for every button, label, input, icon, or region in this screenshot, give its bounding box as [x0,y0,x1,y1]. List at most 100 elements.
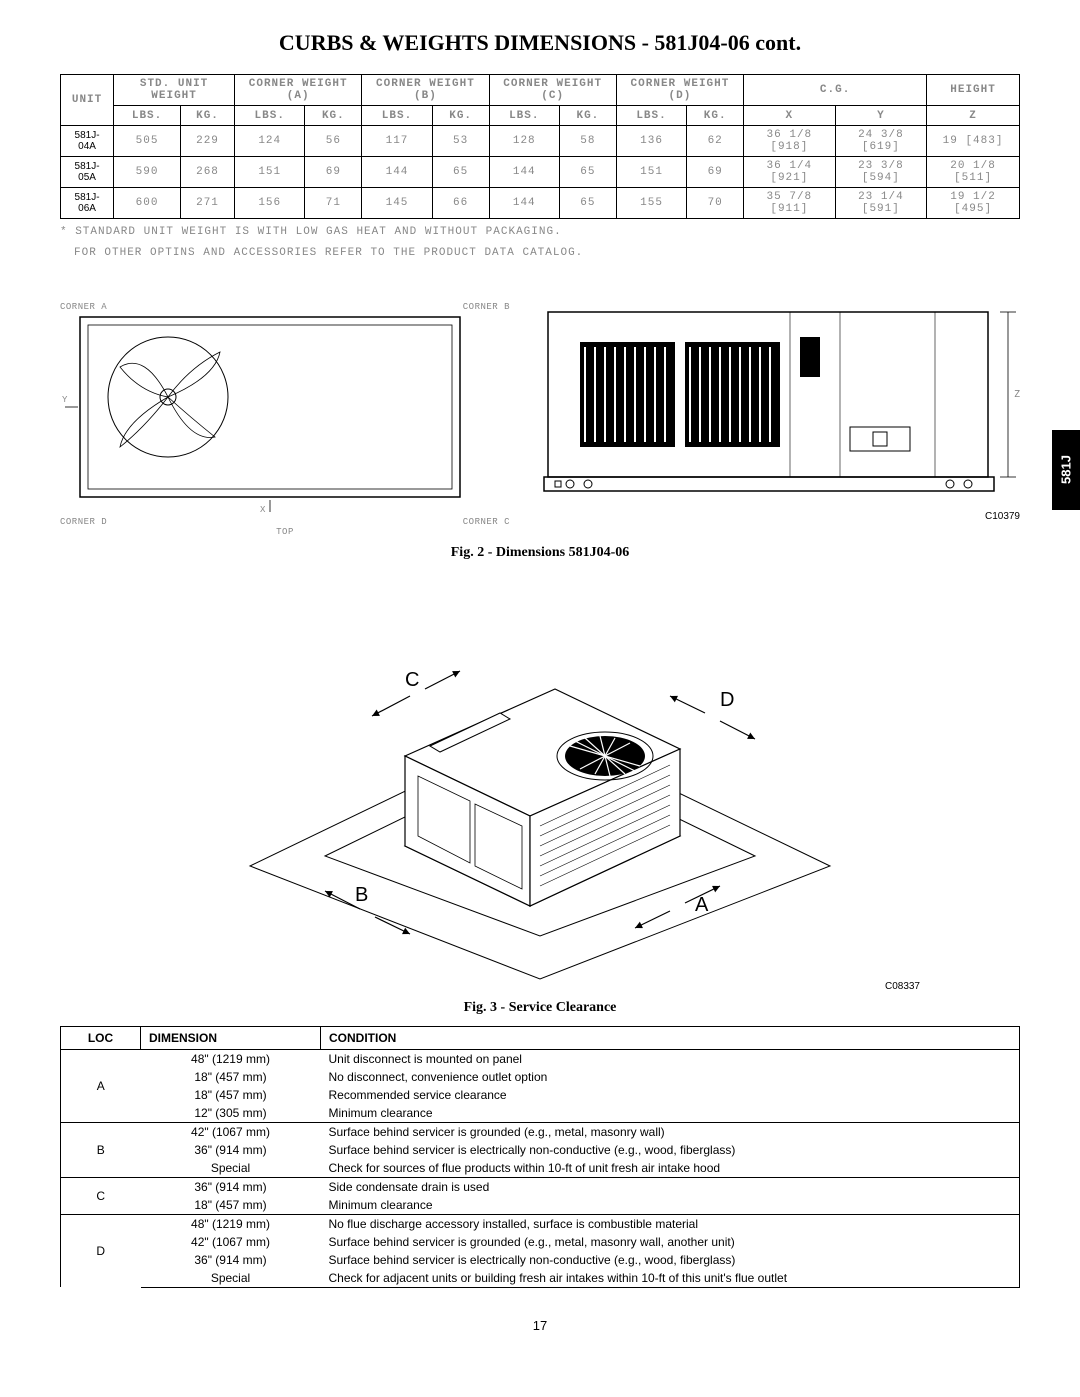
cell: 69 [687,157,744,188]
cond-cell: Surface behind servicer is grounded (e.g… [321,1233,1020,1251]
cell: 58 [559,126,616,157]
cell: 155 [616,188,686,219]
cell: 151 [235,157,305,188]
hdr-kg: KG. [687,106,744,126]
fig2-top-view: CORNER A CORNER B X Y CORNER D CORNER [60,302,510,537]
hdr-cond: CONDITION [321,1026,1020,1049]
hdr-loc: LOC [61,1026,141,1049]
page-number: 17 [60,1318,1020,1333]
iso-d-label: D [720,689,734,711]
cell: 65 [559,157,616,188]
cell: 268 [181,157,235,188]
cell: 590 [114,157,181,188]
cell: 70 [687,188,744,219]
unit-cell: 581J-04A [61,126,114,157]
corner-a-label: CORNER A [60,302,107,312]
cell: 505 [114,126,181,157]
cell: 71 [305,188,362,219]
iso-svg: C D B A [160,581,920,981]
cell: 20 1/8 [511] [927,157,1020,188]
cell: 24 3/8 [619] [835,126,927,157]
cell: 35 7/8 [911] [744,188,836,219]
cell: 69 [305,157,362,188]
weights-table: UNIT STD. UNIT WEIGHT CORNER WEIGHT (A) … [60,74,1020,219]
cond-cell: Surface behind servicer is grounded (e.g… [321,1122,1020,1141]
fig2-caption: Fig. 2 - Dimensions 581J04-06 [60,545,1020,561]
dim-cell: Special [141,1269,321,1288]
top-view-svg: X Y [60,312,480,512]
fig3-container: C D B A C08337 Fig. 3 - Service Clearanc… [60,581,1020,1016]
svg-text:X: X [260,505,266,512]
hdr-kg: KG. [432,106,489,126]
loc-cell: D [61,1214,141,1287]
iso-b-label: B [355,884,368,906]
side-tab: 581J [1052,430,1080,510]
dim-cell: 48" (1219 mm) [141,1214,321,1233]
corner-d-label: CORNER D [60,517,107,527]
hdr-ca: CORNER WEIGHT (A) [235,75,362,106]
fig3-c-label: C08337 [160,981,920,992]
hdr-dim: DIMENSION [141,1026,321,1049]
cell: 23 3/8 [594] [835,157,927,188]
fig2-side-view: Z C10379 [540,302,1020,522]
dim-cell: 42" (1067 mm) [141,1233,321,1251]
hdr-kg: KG. [305,106,362,126]
hdr-lbs: LBS. [114,106,181,126]
iso-a-label: A [695,894,709,916]
cond-cell: Minimum clearance [321,1196,1020,1215]
hdr-lbs: LBS. [235,106,305,126]
cond-cell: Unit disconnect is mounted on panel [321,1049,1020,1068]
cell: 151 [616,157,686,188]
cell: 56 [305,126,362,157]
unit-cell: 581J-05A [61,157,114,188]
iso-c-label: C [405,669,419,691]
hdr-cd: CORNER WEIGHT (D) [616,75,743,106]
cond-cell: Side condensate drain is used [321,1177,1020,1196]
cond-cell: No disconnect, convenience outlet option [321,1068,1020,1086]
dim-cell: 36" (914 mm) [141,1141,321,1159]
cell: 124 [235,126,305,157]
cell: 65 [432,157,489,188]
dim-cell: 36" (914 mm) [141,1251,321,1269]
cell: 600 [114,188,181,219]
cond-cell: Recommended service clearance [321,1086,1020,1104]
cell: 144 [489,188,559,219]
hdr-cg: C.G. [744,75,927,106]
cell: 23 1/4 [591] [835,188,927,219]
cell: 128 [489,126,559,157]
cell: 144 [362,157,432,188]
cell: 156 [235,188,305,219]
cell: 66 [432,188,489,219]
footnote-1: * STANDARD UNIT WEIGHT IS WITH LOW GAS H… [60,225,1020,240]
corner-b-label: CORNER B [463,302,510,312]
cell: 53 [432,126,489,157]
footnote-2: FOR OTHER OPTINS AND ACCESSORIES REFER T… [60,246,1020,261]
cond-cell: No flue discharge accessory installed, s… [321,1214,1020,1233]
cell: 117 [362,126,432,157]
dim-cell: 18" (457 mm) [141,1068,321,1086]
unit-cell: 581J-06A [61,188,114,219]
hdr-z: Z [927,106,1020,126]
corner-c-label: CORNER C [463,517,510,527]
top-label: TOP [60,527,510,537]
loc-cell: A [61,1049,141,1122]
dim-cell: 18" (457 mm) [141,1196,321,1215]
cond-cell: Check for sources of flue products withi… [321,1159,1020,1178]
hdr-y: Y [835,106,927,126]
hdr-lbs: LBS. [362,106,432,126]
loc-cell: B [61,1122,141,1177]
cell: 62 [687,126,744,157]
fig3-caption: Fig. 3 - Service Clearance [60,1000,1020,1016]
fig2-row: CORNER A CORNER B X Y CORNER D CORNER [60,302,1020,537]
side-view-svg: Z [540,302,1020,502]
cell: 36 1/8 [918] [744,126,836,157]
hdr-x: X [744,106,836,126]
cond-cell: Surface behind servicer is electrically … [321,1251,1020,1269]
svg-text:Y: Y [62,395,68,405]
fig2-c-label: C10379 [540,511,1020,522]
cond-cell: Surface behind servicer is electrically … [321,1141,1020,1159]
svg-text:Z: Z [1014,389,1020,400]
cell: 271 [181,188,235,219]
cell: 19 [483] [927,126,1020,157]
dim-cell: 18" (457 mm) [141,1086,321,1104]
